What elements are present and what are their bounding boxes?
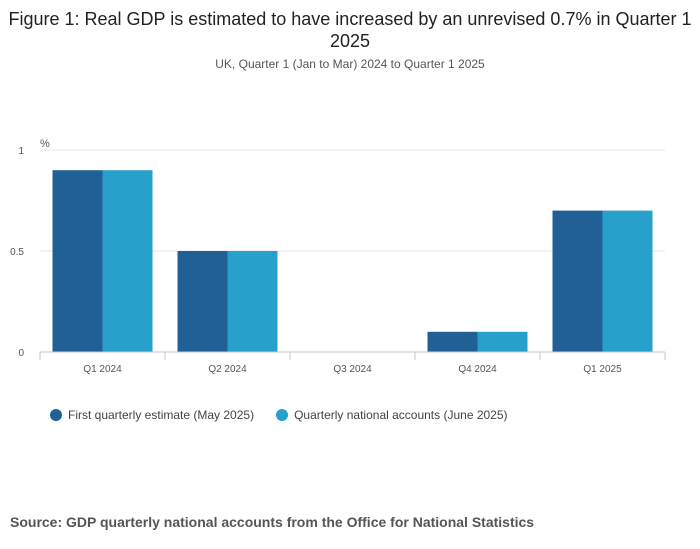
x-tick-label: Q1 2025 — [583, 364, 622, 375]
legend-item-series-2[interactable]: Quarterly national accounts (June 2025) — [276, 408, 508, 422]
chart-title: Figure 1: Real GDP is estimated to have … — [8, 9, 692, 51]
bar-2-q2-2024 — [227, 251, 278, 352]
bar-chart: 0 0.5 1% Q1 2024 Q2 2024 Q3 2024 Q4 2024 Q1 202… — [10, 138, 666, 375]
y-tick-label: 0.5 — [10, 247, 24, 258]
legend-swatch-series-1 — [50, 409, 62, 421]
legend-label-series-1: First quarterly estimate (May 2025) — [68, 408, 255, 422]
legend-swatch-series-2 — [276, 409, 289, 421]
bar-1-q1-2024 — [52, 170, 103, 352]
bar-2-q4-2024 — [477, 331, 528, 352]
legend-label-series-2: Quarterly national accounts (June 2025) — [294, 408, 508, 422]
y-axis-unit-label: % — [40, 138, 50, 150]
source-note: Source: GDP quarterly national accounts … — [10, 514, 535, 530]
bar-1-q2-2024 — [177, 251, 228, 352]
x-tick-label: Q3 2024 — [333, 364, 372, 375]
y-tick-label: 0 — [18, 348, 24, 359]
legend-item-series-1[interactable]: First quarterly estimate (May 2025) — [50, 408, 254, 422]
x-tick-label: Q2 2024 — [208, 364, 247, 375]
x-tick-label: Q4 2024 — [458, 364, 497, 375]
bar-2-q1-2024 — [102, 170, 153, 352]
chart-subtitle: UK, Quarter 1 (Jan to Mar) 2024 to Quart… — [215, 57, 485, 71]
x-tick-label: Q1 2024 — [83, 364, 122, 375]
bar-1-q4-2024 — [427, 331, 478, 352]
y-tick-label: 1 — [18, 146, 24, 157]
bar-2-q1-2025 — [602, 210, 653, 352]
bar-1-q1-2025 — [552, 210, 603, 352]
chart-legend: First quarterly estimate (May 2025) Quar… — [50, 408, 508, 422]
